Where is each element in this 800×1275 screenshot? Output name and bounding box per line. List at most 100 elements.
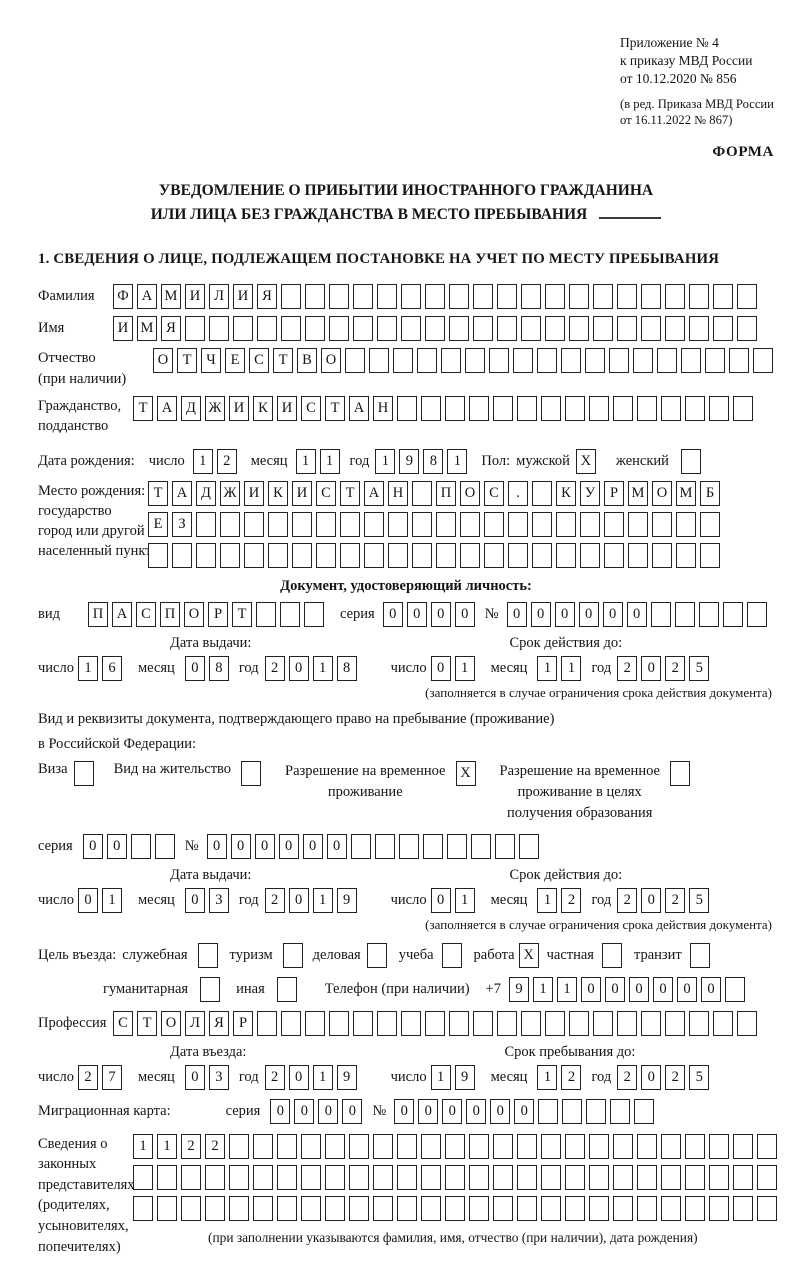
char-cell (565, 396, 585, 421)
year-label: год (591, 891, 612, 908)
char-cell (340, 542, 360, 568)
char-cell (698, 601, 719, 627)
char-cell: 0 (580, 976, 601, 1002)
char-cell (441, 348, 461, 374)
char-cell (545, 1010, 565, 1036)
title-blank-underline (599, 206, 662, 220)
char-cell: 0 (626, 601, 647, 627)
day-label: число (390, 659, 427, 676)
char-cell (569, 316, 589, 342)
char-cell: 1 (133, 1133, 153, 1159)
char-cell: И (233, 284, 253, 310)
char-cell (634, 1098, 655, 1124)
char-cell (652, 511, 672, 537)
char-cell (737, 316, 757, 342)
char-cell (329, 316, 349, 342)
char-cell: А (172, 480, 192, 506)
char-cell: 2 (216, 448, 237, 474)
char-cell (586, 1098, 607, 1124)
char-cell (469, 1133, 489, 1159)
char-cell: 0 (82, 833, 103, 859)
section1-heading: 1. СВЕДЕНИЯ О ЛИЦЕ, ПОДЛЕЖАЩЕМ ПОСТАНОВК… (38, 251, 720, 268)
char-cell (469, 1164, 489, 1190)
month-label: месяц (137, 891, 175, 908)
char-cell (661, 1195, 681, 1221)
char-cell: О (460, 480, 480, 506)
char-cell: 2 (617, 1064, 638, 1090)
char-cell (545, 284, 565, 310)
char-cell: И (229, 396, 249, 421)
purpose-work-checkbox: X (518, 942, 543, 968)
char-cell: 0 (288, 1064, 309, 1090)
char-cell: 5 (689, 655, 710, 681)
residence-doc-options: Виза Вид на жительство Разрешение на вре… (38, 760, 774, 824)
edu-permit-option: Разрешение на временное проживание в цел… (500, 760, 694, 824)
char-cell: 8 (336, 655, 357, 681)
char-cell: 0 (254, 833, 275, 859)
form-title-line1: УВЕДОМЛЕНИЕ О ПРИБЫТИИ ИНОСТРАННОГО ГРАЖ… (158, 182, 654, 200)
char-cell (417, 348, 437, 374)
purpose-row: Цель въезда: служебная туризм деловая уч… (38, 942, 774, 968)
char-cell (513, 348, 533, 374)
char-cell: И (185, 284, 205, 310)
char-cell: 2 (77, 1064, 98, 1090)
char-cell (641, 1010, 661, 1036)
char-cell: 2 (561, 887, 582, 913)
char-cell (353, 316, 373, 342)
female-checkbox (680, 448, 705, 474)
year-label: год (349, 452, 370, 469)
char-cell (709, 1164, 729, 1190)
char-cell (609, 348, 629, 374)
amendment-line: от 16.11.2022 № 867) (620, 113, 733, 128)
char-cell (373, 1133, 393, 1159)
month-label: месяц (137, 1068, 175, 1085)
residence-permit-option: Вид на жительство (114, 760, 265, 786)
char-cell (665, 316, 685, 342)
char-cell: 0 (514, 1098, 535, 1124)
purpose-tourism-checkbox (282, 942, 307, 968)
char-cell: О (153, 348, 173, 374)
residence-permit-checkbox (241, 760, 265, 786)
char-cell (181, 1164, 201, 1190)
char-cell (494, 833, 515, 859)
char-cell (205, 1195, 225, 1221)
char-cell (545, 316, 565, 342)
sex-label: Пол: (481, 452, 511, 469)
char-cell (604, 542, 624, 568)
char-cell (229, 1133, 249, 1159)
char-cell: Ф (113, 284, 133, 310)
char-cell (733, 1195, 753, 1221)
char-cell: К (253, 396, 273, 421)
char-cell (397, 1164, 417, 1190)
char-cell: Л (209, 284, 229, 310)
char-cell (497, 1010, 517, 1036)
phone-prefix: +7 (485, 980, 501, 997)
char-cell (685, 1195, 705, 1221)
male-label: мужской (516, 452, 570, 469)
char-cell: X (518, 942, 539, 968)
char-cell (657, 348, 677, 374)
char-cell (353, 284, 373, 310)
char-cell (181, 1195, 201, 1221)
char-cell (617, 1010, 637, 1036)
char-cell (676, 542, 696, 568)
char-cell: С (136, 601, 156, 627)
char-cell: 2 (264, 1064, 285, 1090)
purpose-work-label: работа (473, 946, 515, 963)
char-cell: Р (233, 1010, 253, 1036)
year-label: год (591, 1068, 612, 1085)
char-cell (316, 511, 336, 537)
char-cell (661, 1133, 681, 1159)
char-cell (628, 542, 648, 568)
char-cell (637, 1133, 657, 1159)
